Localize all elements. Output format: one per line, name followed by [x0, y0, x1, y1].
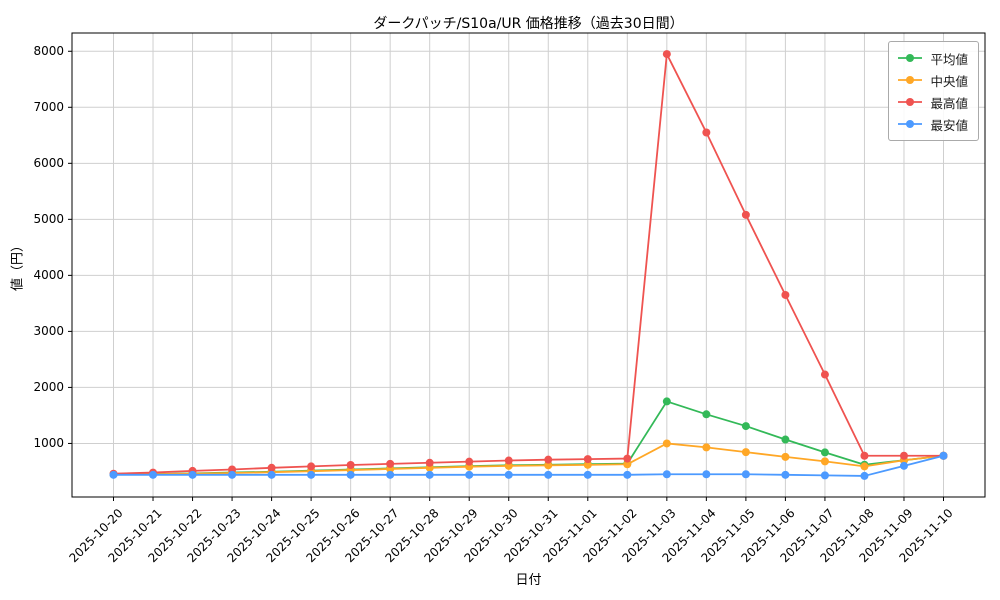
data-point: [386, 470, 395, 479]
y-tick-label: 6000: [33, 156, 64, 171]
legend-item: 平均値: [897, 47, 968, 69]
data-point: [425, 470, 434, 479]
legend-label: 最高値: [930, 95, 968, 111]
data-point: [504, 470, 513, 479]
data-point: [860, 462, 869, 471]
legend-label: 最安値: [930, 117, 968, 133]
y-tick-label: 4000: [33, 268, 64, 283]
legend: 平均値中央値最高値最安値: [888, 41, 979, 141]
data-point: [662, 50, 671, 59]
data-point: [860, 471, 869, 480]
data-point: [465, 457, 474, 466]
data-point: [149, 470, 158, 479]
data-point: [583, 470, 592, 479]
legend-item: 中央値: [897, 69, 968, 91]
data-point: [307, 462, 316, 471]
legend-item: 最高値: [897, 91, 968, 113]
data-point: [899, 451, 908, 460]
data-point: [188, 470, 197, 479]
data-point: [741, 210, 750, 219]
data-point: [741, 448, 750, 457]
x-axis-label: 日付: [515, 573, 542, 588]
series-line: [112, 53, 945, 475]
data-point: [741, 422, 750, 431]
legend-label: 中央値: [930, 73, 968, 89]
y-tick-label: 8000: [33, 44, 64, 59]
legend-marker-icon: [898, 120, 923, 128]
data-point: [781, 470, 790, 479]
data-point: [702, 410, 711, 419]
data-point: [346, 461, 355, 470]
plot-border: [71, 32, 986, 498]
series-line: [112, 400, 945, 476]
data-point: [741, 470, 750, 479]
data-point: [386, 459, 395, 468]
legend-item: 最安値: [897, 113, 968, 135]
legend-marker-icon: [898, 98, 923, 106]
series-line: [112, 454, 945, 477]
data-point: [267, 470, 276, 479]
y-tick-label: 3000: [33, 324, 64, 339]
data-point: [425, 458, 434, 467]
data-point: [623, 460, 632, 469]
data-point: [228, 470, 237, 479]
data-point: [702, 470, 711, 479]
legend-label: 平均値: [930, 51, 968, 67]
data-point: [820, 448, 829, 457]
data-point: [109, 470, 118, 479]
data-point: [939, 451, 948, 460]
y-tick-label: 5000: [33, 212, 64, 227]
series-line: [112, 442, 945, 476]
data-point: [820, 471, 829, 480]
data-point: [662, 397, 671, 406]
data-point: [465, 470, 474, 479]
data-point: [623, 470, 632, 479]
data-point: [623, 454, 632, 463]
data-point: [781, 435, 790, 444]
y-tick-label: 7000: [33, 100, 64, 115]
data-point: [781, 290, 790, 299]
data-point: [860, 451, 869, 460]
y-tick-label: 2000: [33, 380, 64, 395]
legend-marker-icon: [898, 54, 923, 62]
data-point: [781, 452, 790, 461]
data-point: [662, 439, 671, 448]
data-point: [899, 461, 908, 470]
data-point: [583, 460, 592, 469]
data-point: [544, 470, 553, 479]
data-point: [820, 457, 829, 466]
data-point: [702, 128, 711, 137]
legend-marker-icon: [898, 76, 923, 84]
data-point: [504, 456, 513, 465]
data-point: [346, 470, 355, 479]
chart-title: ダークパッチ/S10a/UR 価格推移（過去30日間）: [373, 16, 684, 32]
data-point: [544, 461, 553, 470]
data-point: [662, 470, 671, 479]
data-point: [820, 370, 829, 379]
data-point: [702, 443, 711, 452]
data-point: [267, 463, 276, 472]
data-point: [544, 455, 553, 464]
y-tick-label: 1000: [33, 436, 64, 451]
data-point: [307, 470, 316, 479]
data-point: [583, 455, 592, 464]
